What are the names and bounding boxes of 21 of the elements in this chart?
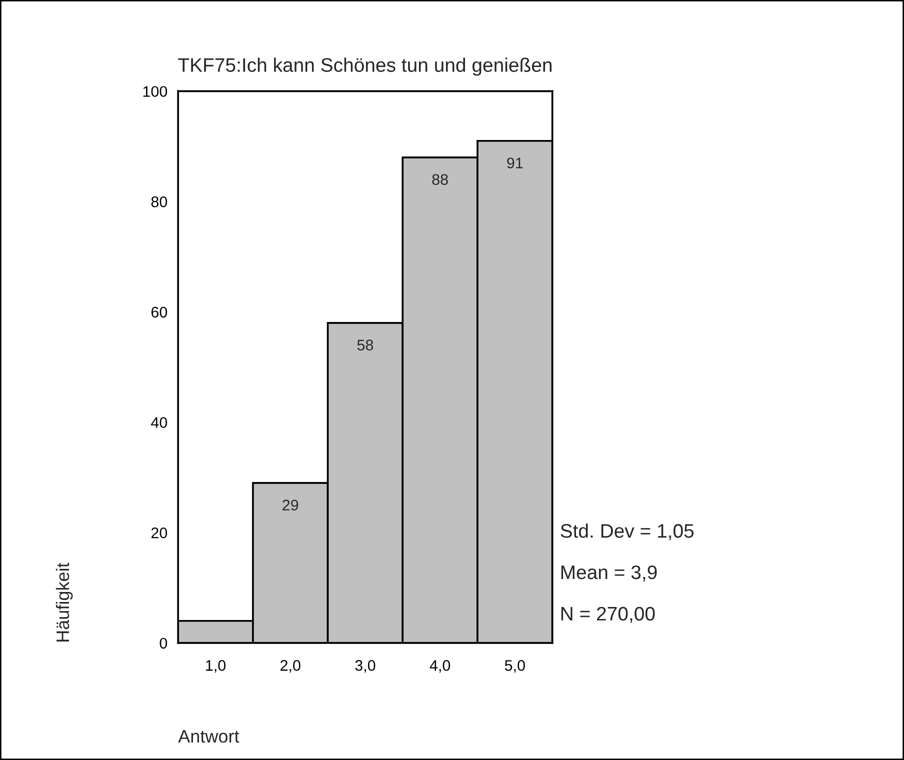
text: N = 270,00 (561, 606, 655, 623)
y-tick-label: 100 (143, 86, 168, 97)
data-label: 58 (357, 340, 374, 350)
text: Mean = 3,9 (561, 565, 657, 582)
x-tick-label: 3,0 (355, 660, 376, 673)
x-tick-label: 4,0 (430, 660, 450, 673)
y-axis-title: Häufigkeit (56, 562, 73, 642)
chart-title: TKF75:Ich kann Schönes tun und genießen (178, 58, 552, 76)
data-label: 91 (507, 158, 523, 168)
data-label: 88 (432, 174, 448, 185)
text: Std. Dev = 1,05 (560, 524, 694, 540)
y-tick-label: 40 (151, 417, 168, 428)
y-tick-label: 20 (151, 527, 168, 538)
x-tick-label: 5,0 (504, 660, 525, 673)
y-tick-label: 0 (160, 638, 168, 649)
x-tick-label: 2,0 (280, 660, 300, 673)
data-label: 29 (282, 500, 298, 510)
y-tick-label: 60 (151, 306, 168, 318)
x-tick-label: 1,0 (206, 660, 226, 673)
x-axis-title: Antwort (178, 730, 240, 743)
y-tick-label: 80 (151, 196, 168, 208)
